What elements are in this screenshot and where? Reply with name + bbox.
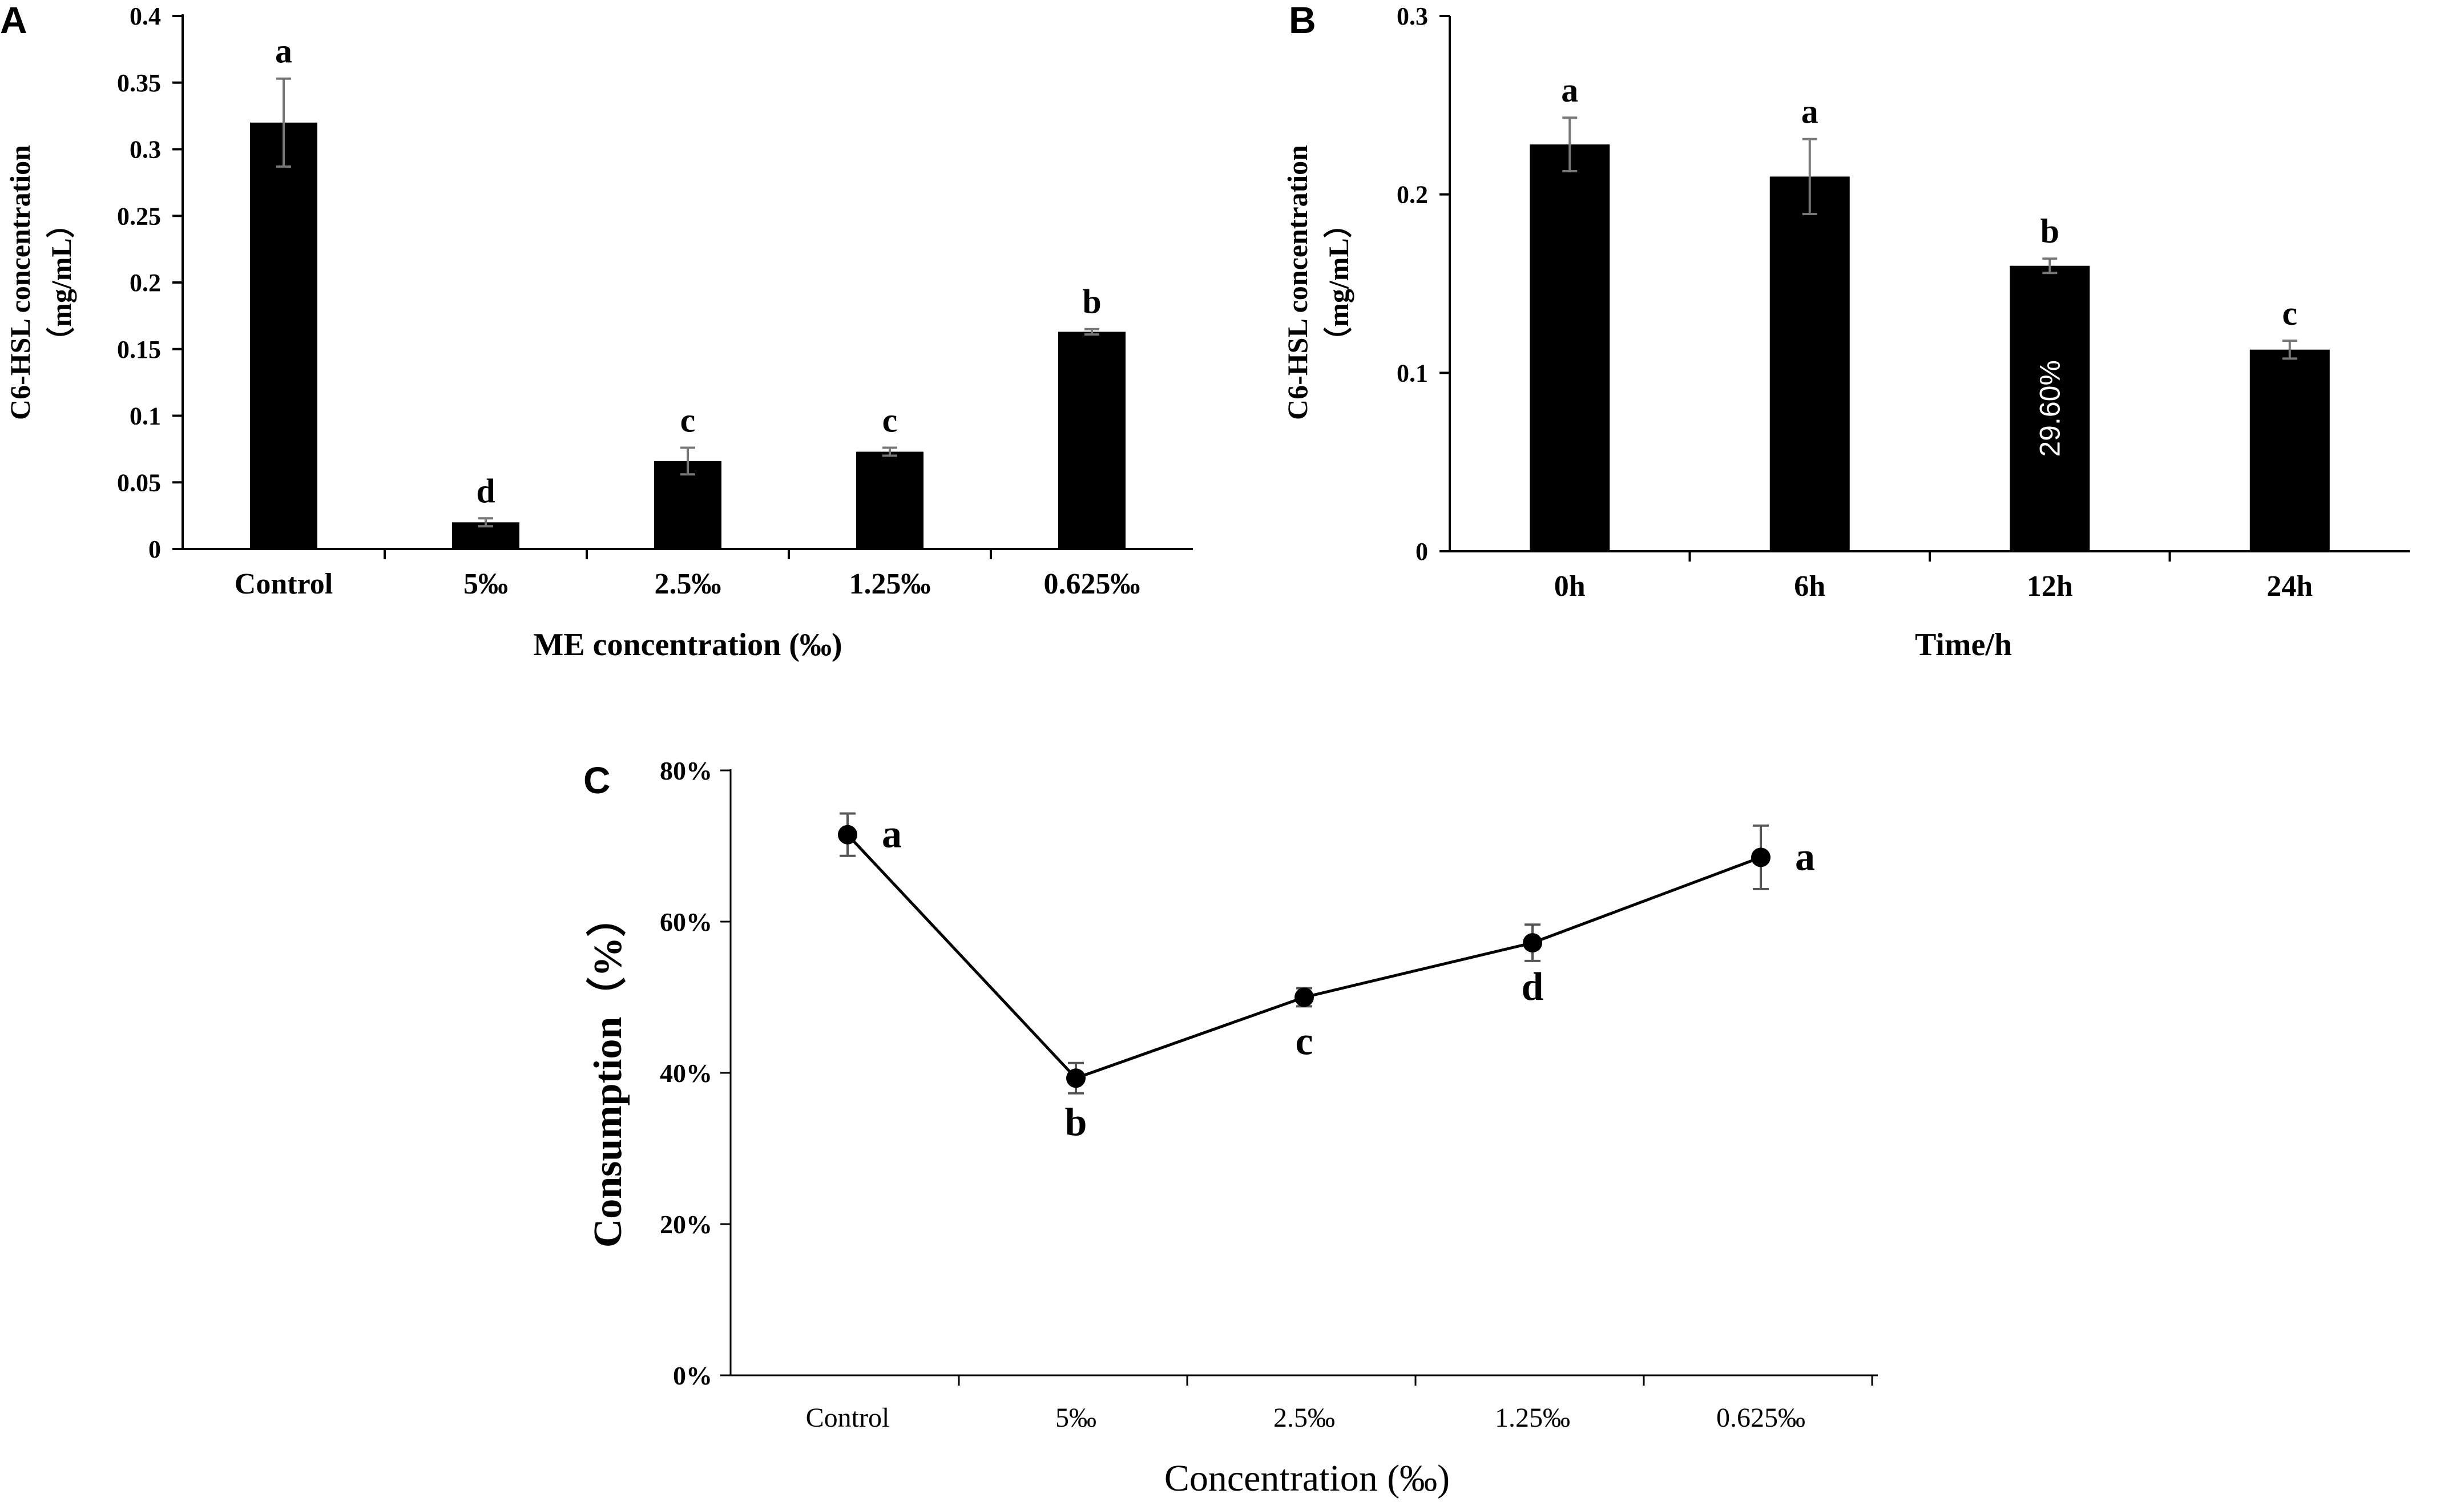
panel-b-y-tick-label: 0.2 [1397,181,1428,209]
panel-a-y-tick-label: 0.15 [117,336,161,364]
panel-a: A 0 0.05 0.1 0.15 0.2 0.25 0.3 0.35 0.4 a d c c b Co… [0,0,1193,663]
panel-b-bar-annotation: 29.60% [2034,360,2066,457]
panel-c-letter: C [583,759,611,801]
panel-a-y-tick-label: 0.1 [130,402,161,430]
panel-a-y-tick-label: 0.05 [117,469,161,496]
panel-a-y-tick-label: 0.2 [130,269,161,297]
panel-b-y-ticks: 0 0.1 0.2 0.3 [1397,2,1450,566]
panel-a-bar [1058,332,1126,549]
panel-b-bar [2010,265,2090,551]
panel-b-significance-letter: a [1801,93,1818,131]
panel-c-significance-letter: a [1795,835,1815,879]
panel-a-y-tick-label: 0.3 [130,136,161,164]
panel-c-significance-letter: b [1065,1100,1087,1144]
panel-c-x-tick-label: 2.5‰ [1273,1403,1335,1433]
panel-c: C 0% 20% 40% 60% 80% Control 5‰ 2.5‰ 1.25‰ 0.625… [583,756,1878,1499]
panel-a-y-tick-label: 0.35 [117,69,161,97]
panel-b-bar [1530,144,1610,551]
panel-a-x-tick-label: 5‰ [463,568,508,600]
panel-c-data-point [1066,1068,1086,1088]
panel-a-y-tick-label: 0.25 [117,202,161,230]
panel-b-bar [2249,349,2330,551]
panel-a-y-axis-title: C6-HSL concentration [4,145,36,420]
panel-a-bar [654,461,721,549]
panel-c-y-tick-label: 0% [673,1361,712,1390]
panel-c-data-point [1523,933,1542,953]
panel-a-y-tick-label: 0.4 [130,2,161,30]
panel-a-y-ticks: 0 0.05 0.1 0.15 0.2 0.25 0.3 0.35 0.4 [117,2,183,563]
panel-b-y-axis-label: C6-HSL concentration （mg/mL） [1281,145,1354,420]
panel-b-x-tick-label: 6h [1794,570,1825,603]
panel-a-x-tick-label: 2.5‰ [655,568,721,600]
panel-a-x-axis-label: ME concentration (‰) [533,627,842,663]
panel-c-y-ticks: 0% 20% 40% 60% 80% [660,756,731,1390]
panel-a-significance-letter: c [882,402,898,439]
panel-c-y-tick-label: 60% [660,907,712,936]
panel-a-bar [856,451,924,549]
panel-b: B 0 0.1 0.2 0.3 a a b 29.60% c 0h 6h 12h 24h Time/… [1281,0,2410,663]
panel-a-y-axis-label: C6-HSL concentration （mg/mL） [4,145,77,420]
panel-b-x-axis-label: Time/h [1915,627,2012,663]
panel-c-data-point [838,825,857,845]
panel-a-bar [250,122,317,550]
panel-b-y-axis-title: C6-HSL concentration [1281,145,1313,420]
panel-b-letter: B [1289,0,1316,41]
panel-c-y-tick-label: 20% [660,1210,712,1239]
panel-a-x-tick-labels: Control 5‰ 2.5‰ 1.25‰ 0.625‰ [235,549,1140,600]
panel-c-x-tick-label: 5‰ [1055,1403,1096,1433]
panel-b-x-tick-label: 0h [1554,570,1586,603]
panel-c-significance-letter: c [1295,1020,1313,1064]
panel-a-significance-letter: b [1082,283,1101,321]
panel-a-letter: A [0,0,27,41]
panel-a-x-tick-label: 0.625‰ [1044,568,1140,600]
panel-b-x-tick-label: 12h [2027,570,2073,603]
panel-c-x-tick-labels: Control 5‰ 2.5‰ 1.25‰ 0.625‰ [806,1375,1873,1433]
panel-a-y-tick-label: 0 [148,535,161,563]
panel-a-y-axis-unit: （mg/mL） [45,209,77,356]
panel-b-bar [1769,176,1850,551]
panel-b-significance-letter: b [2040,212,2059,250]
panel-b-x-tick-label: 24h [2267,570,2313,603]
panel-c-x-axis-label: Concentration (‰) [1164,1457,1450,1499]
panel-b-significance-letter: a [1561,71,1578,109]
panel-c-significance-letter: a [882,813,902,857]
panel-b-y-tick-label: 0 [1416,538,1428,566]
panel-a-significance-letter: d [476,472,495,510]
panel-a-x-tick-label: Control [235,568,333,600]
panel-c-y-tick-label: 40% [660,1059,712,1088]
panel-a-significance-letter: c [680,402,696,439]
panel-b-y-tick-label: 0.3 [1397,2,1428,30]
panel-c-x-tick-label: 1.25‰ [1495,1403,1570,1433]
panel-b-significance-letter: c [2282,294,2297,332]
panel-c-x-tick-label: Control [806,1403,890,1433]
panel-a-bars: a d c c b [250,33,1126,550]
panel-b-x-tick-labels: 0h 6h 12h 24h [1554,551,2313,603]
panel-b-y-axis-unit: （mg/mL） [1322,209,1354,356]
panel-c-y-axis-label: Consumption（%） [586,897,630,1248]
panel-c-data-point [1294,987,1314,1007]
panel-a-x-tick-label: 1.25‰ [849,568,931,600]
panel-c-significance-letter: d [1522,965,1544,1009]
panel-c-series: a b c d a [838,812,1815,1144]
panel-a-significance-letter: a [275,33,292,70]
panel-c-data-point [1751,847,1771,867]
panel-c-x-tick-label: 0.625‰ [1716,1403,1805,1433]
panel-b-y-tick-label: 0.1 [1397,359,1428,387]
panel-b-bars: a a b 29.60% c [1530,71,2330,551]
panel-c-y-tick-label: 80% [660,756,712,785]
